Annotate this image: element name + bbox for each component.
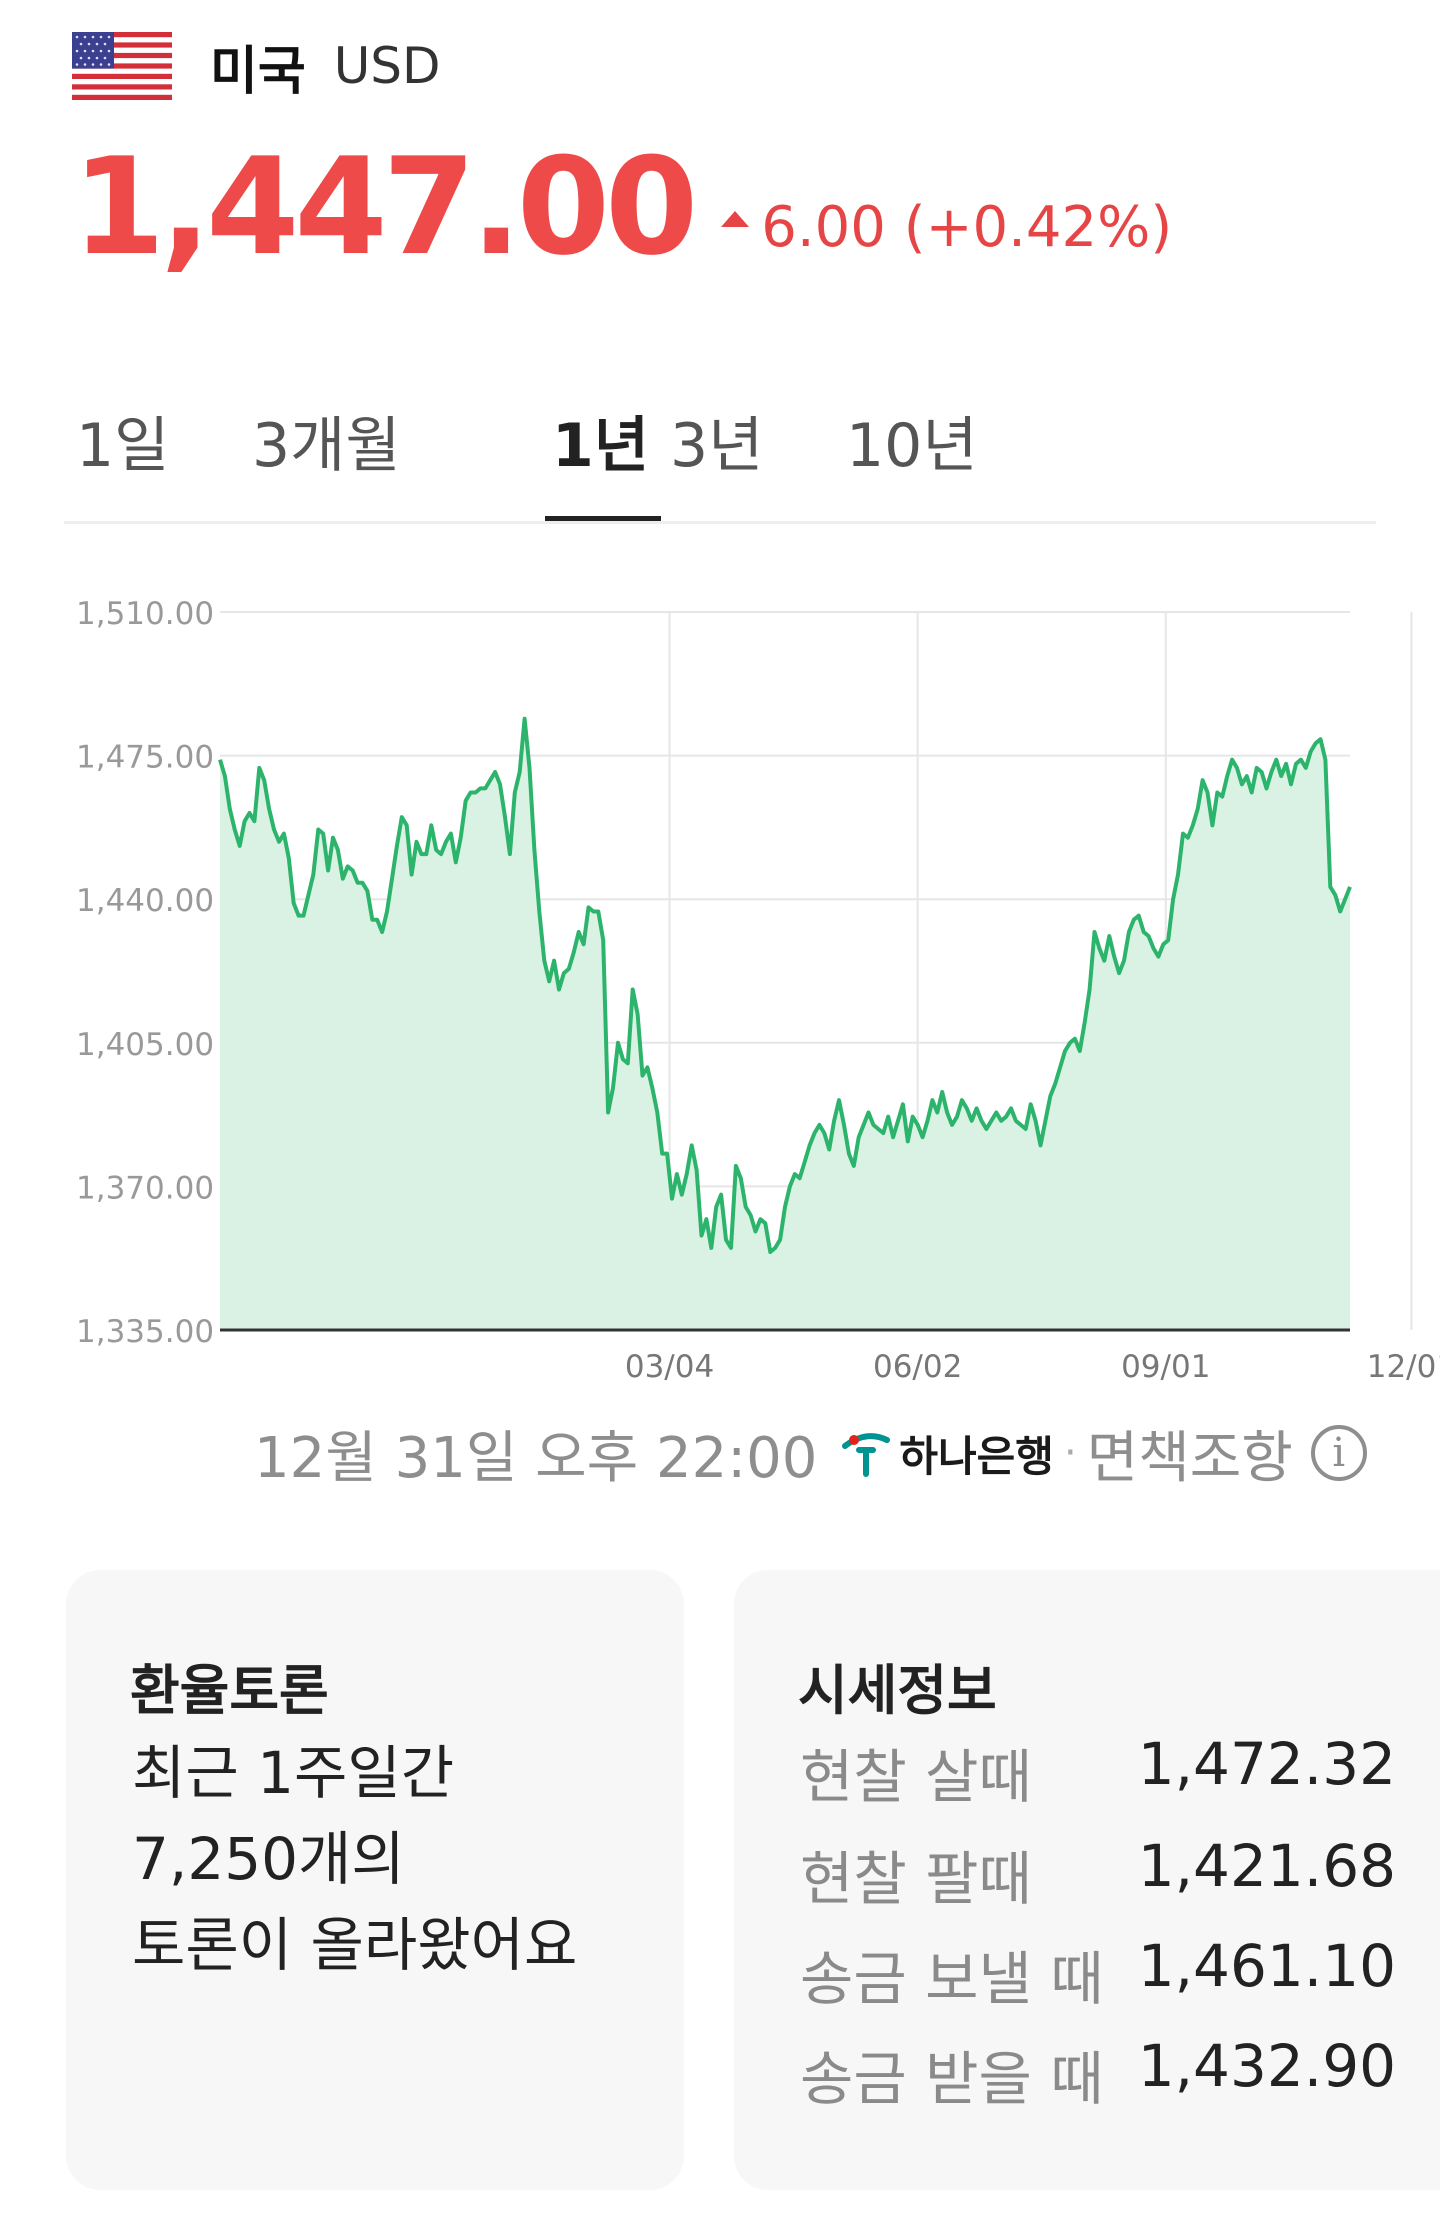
tab-3y[interactable]: 3년 <box>670 411 764 481</box>
tab-1y[interactable]: 1년 <box>552 411 649 481</box>
row-value: 1,461.10 <box>1137 1932 1396 2000</box>
row-label: 현찰 살때 <box>800 1743 1032 1811</box>
price-info-row: 송금 보낼 때 1,461.10 <box>800 1932 1396 2013</box>
current-rate: 1,447.00 <box>72 129 698 285</box>
x-tick-label: 09/01 <box>1121 1349 1210 1385</box>
rate-change: 6.00 (+0.42%) <box>721 195 1172 260</box>
y-tick-label: 1,370.00 <box>76 1170 214 1206</box>
info-icon[interactable]: i <box>1310 1425 1367 1481</box>
row-label: 현찰 팔때 <box>800 1845 1032 1913</box>
quote-row: 1,447.00 6.00 (+0.42%) <box>72 140 1172 274</box>
y-tick-label: 1,510.00 <box>76 596 214 632</box>
price-info-row: 송금 받을 때 1,432.90 <box>800 2032 1396 2113</box>
tab-3m[interactable]: 3개월 <box>252 411 401 481</box>
us-flag-icon <box>72 32 172 100</box>
row-label: 송금 받을 때 <box>800 2045 1104 2113</box>
y-tick-label: 1,335.00 <box>76 1314 214 1350</box>
x-tick-label: 12/01 <box>1367 1349 1440 1385</box>
chart-line <box>218 716 1352 1254</box>
discussion-title: 환율토론 <box>130 1659 329 1722</box>
bank-name: 하나은행 <box>899 1431 1054 1481</box>
price-info-row: 현찰 팔때 1,421.68 <box>800 1832 1396 1913</box>
y-tick-label: 1,405.00 <box>76 1027 214 1063</box>
period-tabs: 1일 3개월 1년 3년 10년 <box>64 385 1376 524</box>
tab-10y[interactable]: 10년 <box>846 411 978 481</box>
discussion-summary: 최근 1주일간 7,250개의 토론이 올라왔어요 <box>132 1730 577 1988</box>
triangle-up-icon <box>721 210 750 227</box>
bank-source: 하나은행 <box>839 1423 1054 1484</box>
tab-1d[interactable]: 1일 <box>76 411 170 481</box>
y-tick-label: 1,440.00 <box>76 883 214 919</box>
row-value: 1,472.32 <box>1137 1730 1396 1798</box>
price-info-row: 현찰 살때 1,472.32 <box>800 1730 1396 1811</box>
row-label: 송금 보낼 때 <box>800 1945 1104 2013</box>
row-value: 1,421.68 <box>1137 1832 1396 1900</box>
discussion-card[interactable]: 환율토론 최근 1주일간 7,250개의 토론이 올라왔어요 <box>66 1570 684 2190</box>
separator-dot: · <box>1063 1430 1077 1476</box>
currency-header: 미국 USD <box>72 28 441 104</box>
y-tick-label: 1,475.00 <box>76 740 214 776</box>
active-tab-indicator <box>545 516 661 521</box>
discussion-line: 7,250개의 <box>132 1825 405 1893</box>
country-name: 미국 <box>210 41 306 102</box>
rate-change-value: 6.00 (+0.42%) <box>761 195 1173 260</box>
price-info-title: 시세정보 <box>798 1659 997 1722</box>
discussion-line: 토론이 올라왔어요 <box>132 1911 578 1979</box>
price-info-card[interactable]: 시세정보 현찰 살때 1,472.32 현찰 팔때 1,421.68 송금 보낼… <box>734 1570 1440 2190</box>
rate-chart: 1,510.00 1,475.00 1,440.00 1,405.00 1,370.00… <box>76 596 1440 1385</box>
currency-code: USD <box>333 37 441 95</box>
row-value: 1,432.90 <box>1137 2032 1396 2100</box>
disclaimer-link[interactable]: 면책조항 <box>1086 1425 1293 1491</box>
hana-bank-logo-icon <box>842 1433 891 1477</box>
x-tick-label: 06/02 <box>873 1349 962 1385</box>
discussion-line: 최근 1주일간 <box>132 1739 455 1807</box>
x-tick-label: 03/04 <box>625 1349 714 1385</box>
timestamp: 12월 31일 오후 22:00 <box>254 1425 818 1491</box>
chart-area-fill <box>220 718 1350 1330</box>
chart-footer: 12월 31일 오후 22:00 하나은행 · 면책조항 i <box>254 1418 1367 1491</box>
